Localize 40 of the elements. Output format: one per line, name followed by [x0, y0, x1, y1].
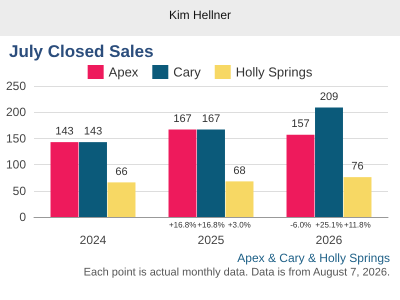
- text: +16.8%: [169, 220, 196, 230]
- chart-title: July Closed Sales: [9, 42, 154, 61]
- y-tick-label: 150: [6, 131, 26, 146]
- data-label: 209: [320, 90, 338, 103]
- text: +3.0%: [228, 220, 251, 230]
- y-tick-label: 0: [19, 210, 26, 224]
- y-tick-label: 200: [6, 105, 26, 120]
- text: Each point is actual monthly data. Data is from August 7, 2026.: [84, 266, 390, 278]
- text: Kim Hellner: [168, 8, 232, 22]
- y-tick-label: 100: [6, 158, 26, 172]
- bar: [344, 177, 372, 217]
- text: Apex & Cary & Holly Springs: [237, 251, 390, 265]
- data-label: 143: [84, 126, 102, 138]
- y-tick-label: 50: [12, 184, 26, 198]
- data-label: 167: [173, 112, 192, 125]
- bar: [79, 142, 107, 217]
- data-label: 76: [351, 160, 364, 173]
- bar: [226, 181, 254, 217]
- text: +11.8%: [344, 220, 371, 230]
- text: -6.0%: [290, 220, 312, 230]
- data-label: 143: [55, 126, 74, 138]
- y-tick-label: 250: [6, 79, 26, 93]
- bar: [50, 142, 78, 217]
- bar: [315, 107, 343, 217]
- bar: [286, 134, 314, 217]
- text: +16.8%: [197, 220, 225, 230]
- legend-label: Apex: [108, 64, 139, 80]
- bar: [168, 129, 196, 217]
- text: +25.1%: [315, 220, 343, 230]
- bar: [197, 129, 225, 217]
- data-label: 157: [291, 118, 310, 130]
- x-tick-label: 2026: [316, 233, 343, 247]
- legend-label: Cary: [173, 64, 202, 80]
- data-label: 66: [115, 166, 128, 178]
- x-tick-label: 2024: [80, 233, 107, 247]
- bar: [108, 182, 136, 217]
- x-tick-label: 2025: [198, 233, 225, 247]
- data-label: 68: [233, 164, 246, 177]
- legend-label: Holly Springs: [236, 64, 313, 80]
- data-label: 167: [202, 112, 220, 125]
